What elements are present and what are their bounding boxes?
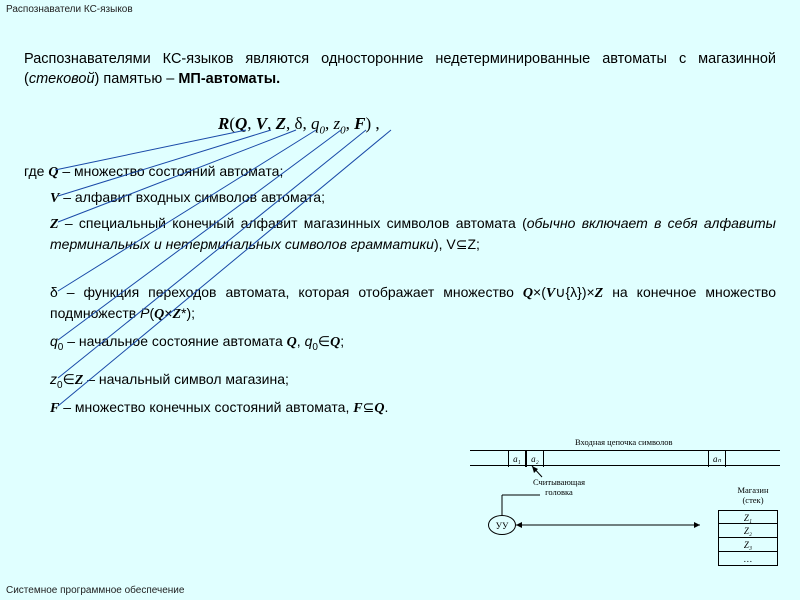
page-header: Распознаватели КС-языков — [6, 4, 133, 15]
definition-item: F – множество конечных состояний автомат… — [50, 398, 776, 419]
tape-title: Входная цепочка символов — [575, 437, 673, 447]
definition-item: q0 – начальное состояние автомата Q, q0∈… — [50, 332, 776, 354]
input-tape: a₁a₂ aₙ — [470, 450, 780, 466]
tape-cell: a₁ — [508, 451, 526, 467]
definition-item: V – алфавит входных символов автомата; — [50, 188, 776, 209]
stack: Z₁Z₂Z₃… — [718, 510, 778, 566]
stack-cell: Z₃ — [718, 538, 778, 552]
control-unit: УУ — [488, 515, 516, 535]
definition-item: где Q – множество состояний автомата; — [24, 162, 776, 183]
stack-cell: … — [718, 552, 778, 566]
definition-item: z0∈Z – начальный символ магазина; — [50, 370, 776, 392]
page-footer: Системное программное обеспечение — [6, 585, 184, 596]
tape-cell: aₙ — [708, 451, 726, 467]
stack-label: Магазин (стек) — [728, 485, 778, 505]
head-label: Считывающая головка — [524, 477, 594, 497]
definition-item: Z – специальный конечный алфавит магазин… — [50, 214, 776, 254]
stack-cell: Z₂ — [718, 524, 778, 538]
automaton-diagram: Входная цепочка символов a₁a₂ aₙ Считываю… — [470, 435, 780, 580]
formula: R(Q, V, Z, δ, q0, z0, F) , — [218, 114, 380, 136]
definition-item: δ – функция переходов автомата, которая … — [50, 283, 776, 325]
tape-cell: a₂ — [526, 451, 544, 467]
stack-cell: Z₁ — [718, 510, 778, 524]
intro-text: Распознавателями КС-языков являются одно… — [24, 50, 776, 89]
